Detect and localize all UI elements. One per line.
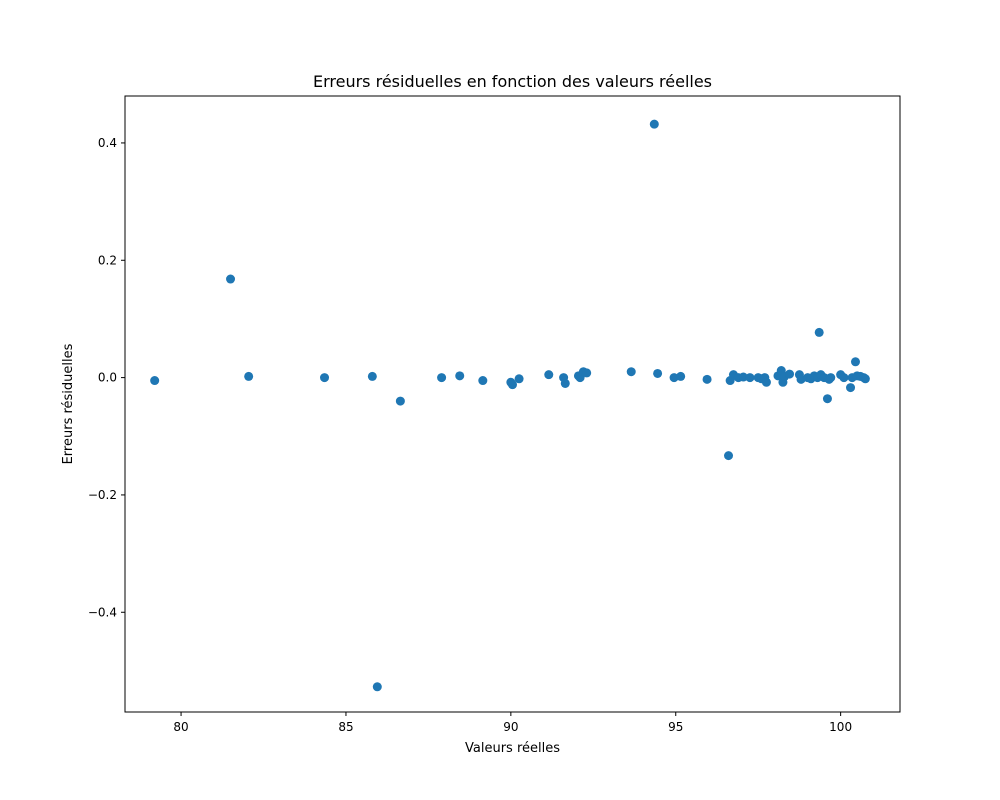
data-points xyxy=(150,119,870,692)
x-axis: 80 85 90 95 100 xyxy=(173,712,852,734)
data-point xyxy=(544,370,554,380)
data-point xyxy=(320,373,330,383)
data-point xyxy=(649,119,659,129)
y-tick-label: 0.0 xyxy=(98,371,117,385)
data-point xyxy=(814,327,824,337)
plot-area xyxy=(124,95,901,713)
y-tick-label: −0.2 xyxy=(88,488,117,502)
data-point xyxy=(150,376,160,386)
data-point xyxy=(702,374,712,384)
data-point xyxy=(785,369,795,379)
x-tick-label: 80 xyxy=(173,720,188,734)
data-point xyxy=(395,396,405,406)
data-point xyxy=(724,451,734,461)
chart-title: Erreurs résiduelles en fonction des vale… xyxy=(313,72,712,91)
x-tick-label: 95 xyxy=(668,720,683,734)
data-point xyxy=(582,368,592,378)
data-point xyxy=(514,374,524,384)
data-point xyxy=(826,373,836,383)
data-point xyxy=(455,371,465,381)
x-tick-label: 85 xyxy=(338,720,353,734)
y-tick-label: 0.4 xyxy=(98,136,117,150)
data-point xyxy=(822,394,832,404)
y-axis-label: Erreurs résiduelles xyxy=(61,343,76,464)
y-axis: −0.4 −0.2 0.0 0.2 0.4 xyxy=(88,136,125,619)
data-point xyxy=(761,377,771,387)
data-point xyxy=(676,371,686,381)
data-point xyxy=(367,371,377,381)
data-point xyxy=(244,371,254,381)
data-point xyxy=(626,367,636,377)
x-tick-label: 100 xyxy=(829,720,852,734)
data-point xyxy=(478,376,488,386)
x-axis-label: Valeurs réelles xyxy=(465,741,560,756)
y-tick-label: −0.4 xyxy=(88,605,117,619)
data-point xyxy=(839,373,849,383)
data-point xyxy=(738,372,748,382)
y-tick-label: 0.2 xyxy=(98,253,117,267)
plot-frame xyxy=(124,95,901,713)
data-point xyxy=(560,378,570,388)
data-point xyxy=(437,373,447,383)
data-point xyxy=(745,373,755,383)
data-point xyxy=(226,274,236,284)
data-point xyxy=(860,374,870,384)
data-point xyxy=(846,383,856,393)
data-point xyxy=(850,357,860,367)
x-tick-label: 90 xyxy=(503,720,518,734)
data-point xyxy=(508,380,517,390)
data-point xyxy=(653,368,663,378)
data-point xyxy=(372,682,382,692)
